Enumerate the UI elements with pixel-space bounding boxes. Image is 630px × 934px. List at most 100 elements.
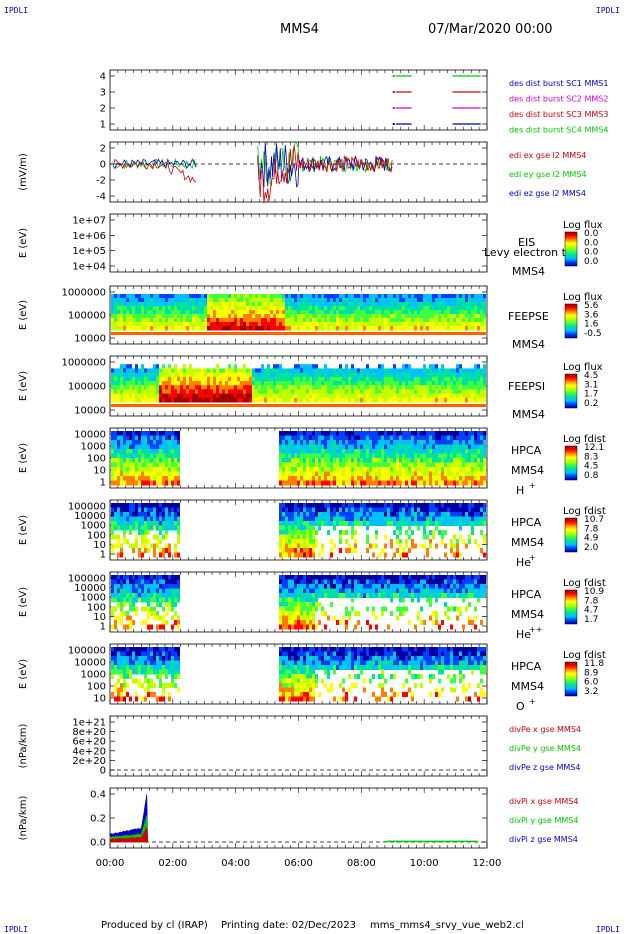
spectrogram-cell bbox=[387, 385, 390, 390]
spectrogram-cell bbox=[414, 507, 417, 513]
spectrogram-cell bbox=[297, 389, 300, 395]
spectrogram-cell bbox=[336, 302, 339, 307]
spectrogram-cell bbox=[393, 372, 396, 378]
spectrogram-cell bbox=[291, 298, 294, 303]
spectrogram-cell bbox=[210, 393, 213, 399]
spectrogram-cell bbox=[342, 512, 345, 517]
spectrogram-cell bbox=[165, 381, 168, 386]
spectrogram-cell bbox=[444, 552, 447, 558]
spectrogram-cell bbox=[396, 467, 399, 472]
spectrogram-cell bbox=[171, 385, 174, 390]
spectrogram-cell bbox=[294, 298, 297, 303]
spectrogram-cell bbox=[351, 471, 354, 477]
spectrogram-cell bbox=[432, 389, 435, 395]
spectrogram-cell bbox=[459, 449, 462, 454]
spectrogram-cell bbox=[414, 310, 417, 315]
spectrogram-cell bbox=[132, 431, 135, 436]
spectrogram-cell bbox=[414, 503, 417, 508]
spectrogram-cell bbox=[354, 326, 357, 331]
spectrogram-cell bbox=[357, 381, 360, 386]
spectrogram-cell bbox=[363, 326, 366, 331]
spectrogram-cell bbox=[393, 322, 396, 327]
spectrogram-cell bbox=[168, 507, 171, 513]
spectrogram-cell bbox=[123, 326, 126, 331]
spectrogram-cell bbox=[432, 480, 435, 486]
spectrogram-cell bbox=[144, 440, 147, 445]
spectrogram-cell bbox=[390, 318, 393, 323]
spectrogram-cell bbox=[345, 381, 348, 386]
spectrogram-cell bbox=[438, 480, 441, 486]
spectrogram-cell bbox=[465, 318, 468, 323]
spectrogram-cell bbox=[288, 368, 291, 374]
spectrogram-cell bbox=[147, 322, 150, 327]
instrument-label: FEEPSE bbox=[508, 310, 549, 323]
spectrogram-cell bbox=[291, 306, 294, 311]
spectrogram-cell bbox=[228, 376, 231, 382]
spectrogram-cell bbox=[147, 507, 150, 513]
spectrogram-cell bbox=[156, 449, 159, 454]
spectrogram-cell bbox=[114, 462, 117, 468]
spectrogram-cell bbox=[414, 521, 417, 526]
spectrogram-cell bbox=[420, 449, 423, 454]
spectrogram-cell bbox=[387, 431, 390, 436]
spectrogram-cell bbox=[315, 476, 318, 481]
spectrogram-cell bbox=[378, 385, 381, 390]
spectrogram-cell bbox=[366, 521, 369, 526]
y-tick-label: 1 bbox=[100, 550, 106, 561]
spectrogram-cell bbox=[186, 372, 189, 378]
spectrogram-cell bbox=[318, 322, 321, 327]
spectrogram-cell bbox=[153, 393, 156, 399]
spectrogram-cell bbox=[342, 294, 345, 299]
spectrogram-cell bbox=[150, 314, 153, 319]
spectrogram-cell bbox=[153, 364, 156, 369]
spectrogram-cell bbox=[114, 294, 117, 299]
spectrogram-cell bbox=[378, 294, 381, 299]
spectrogram-cell bbox=[477, 393, 480, 399]
spectrogram-cell bbox=[432, 326, 435, 331]
spectrogram-cell bbox=[438, 326, 441, 331]
spectrogram-cell bbox=[285, 512, 288, 517]
spectrogram-cell bbox=[147, 539, 150, 544]
spectrogram-cell bbox=[222, 302, 225, 307]
spectrogram-cell bbox=[360, 376, 363, 382]
spectrogram-cell bbox=[432, 393, 435, 399]
spectrogram-cell bbox=[294, 294, 297, 299]
spectrogram-cell bbox=[243, 389, 246, 395]
spectrogram-cell bbox=[405, 431, 408, 436]
spectrogram-cell bbox=[249, 310, 252, 315]
spectrogram-cell bbox=[447, 521, 450, 526]
spectrogram-cell bbox=[180, 385, 183, 390]
spectrogram-cell bbox=[150, 298, 153, 303]
spectrogram-cell bbox=[120, 368, 123, 374]
spectrogram-cell bbox=[357, 376, 360, 382]
spectrogram-cell bbox=[483, 322, 486, 327]
spectrogram-cell bbox=[429, 302, 432, 307]
spectrogram-cell bbox=[384, 318, 387, 323]
spectrogram-cell bbox=[243, 318, 246, 323]
spectrogram-cell bbox=[309, 376, 312, 382]
spectrogram-cell bbox=[456, 393, 459, 399]
spectrogram-cell bbox=[144, 521, 147, 526]
spectrogram-cell bbox=[420, 458, 423, 463]
spectrogram-cell bbox=[381, 314, 384, 319]
colorbar-tick-label: 4.5 bbox=[584, 371, 598, 381]
spectrogram-cell bbox=[483, 453, 486, 459]
spectrogram-cell bbox=[315, 393, 318, 399]
spectrogram-cell bbox=[423, 322, 426, 327]
spectrogram-cell bbox=[387, 294, 390, 299]
spectrogram-cell bbox=[309, 294, 312, 299]
spectrogram-cell bbox=[270, 306, 273, 311]
spectrogram-cell bbox=[348, 376, 351, 382]
spectrogram-cell bbox=[465, 462, 468, 468]
spectrogram-cell bbox=[450, 458, 453, 463]
spectrogram-cell bbox=[141, 318, 144, 323]
spectrogram-cell bbox=[327, 381, 330, 386]
spectrogram-cell bbox=[339, 431, 342, 436]
spectrogram-cell bbox=[198, 372, 201, 378]
spectrogram-cell bbox=[399, 516, 402, 522]
spectrogram-cell bbox=[306, 449, 309, 454]
spectrogram-cell bbox=[270, 397, 273, 403]
spectrogram-cell bbox=[396, 368, 399, 374]
spectrogram-cell bbox=[339, 480, 342, 486]
spectrogram-cell bbox=[153, 534, 156, 540]
